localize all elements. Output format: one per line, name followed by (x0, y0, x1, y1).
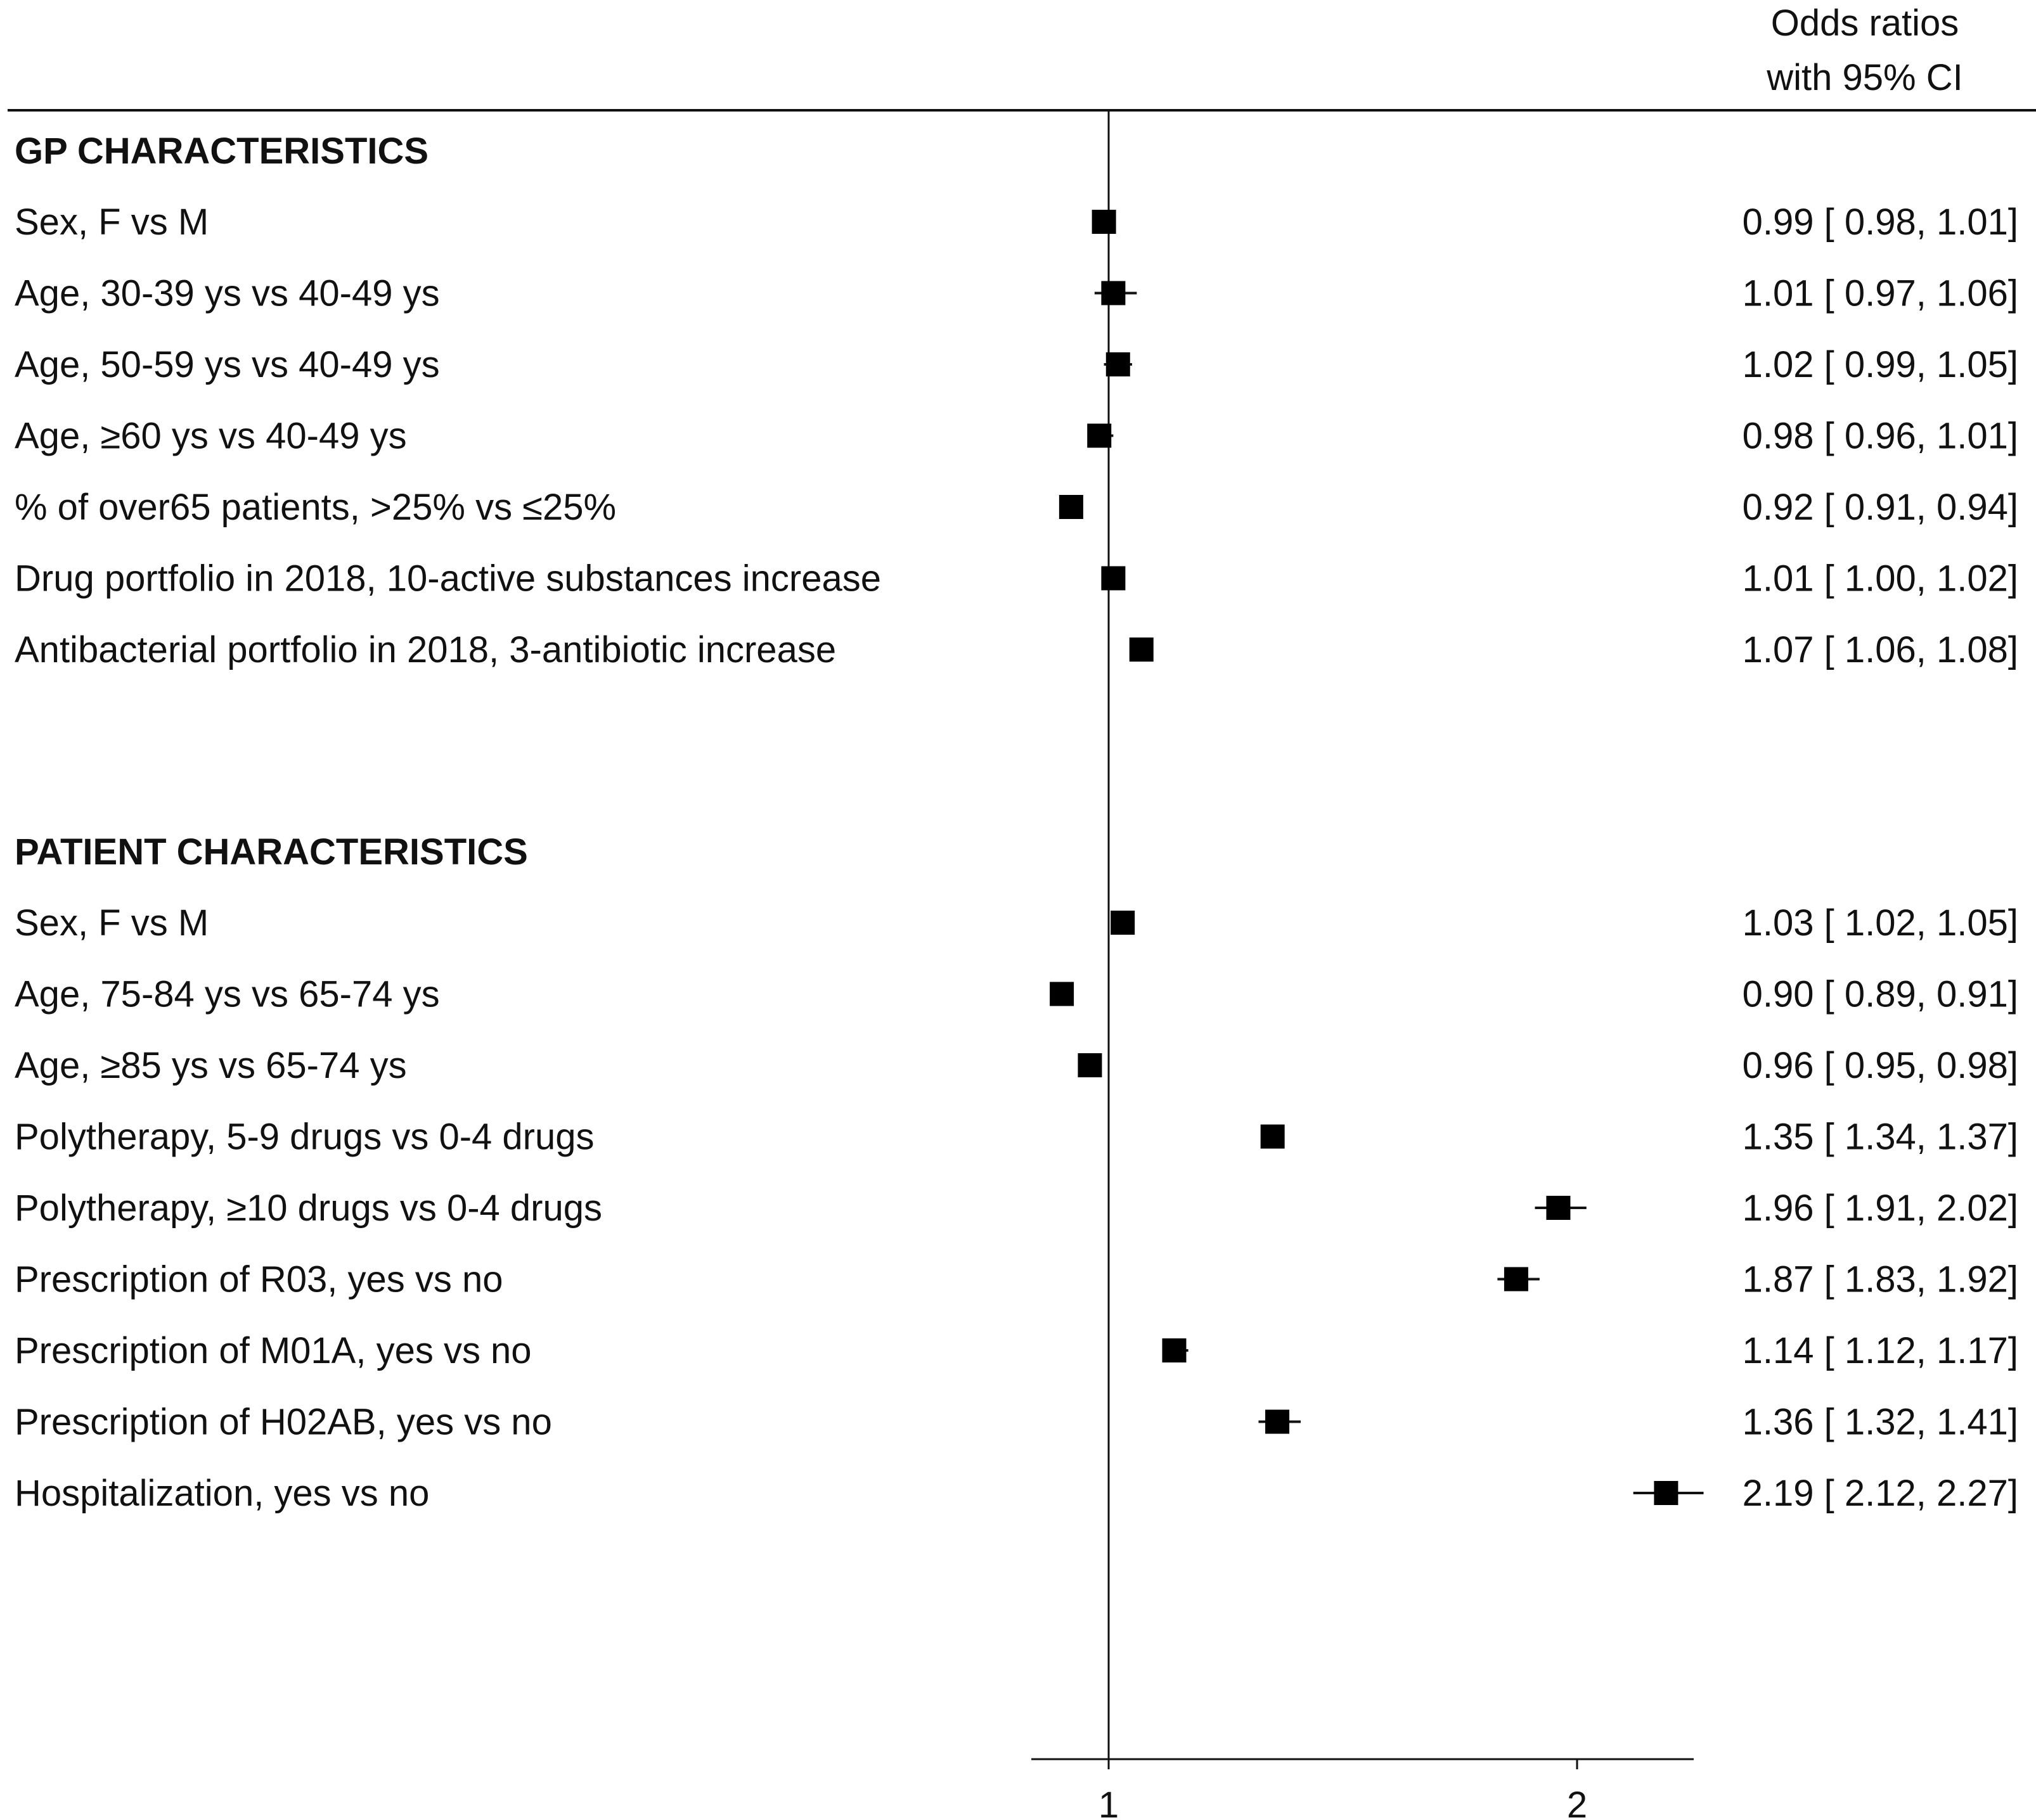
row-label: % of over65 patients, >25% vs ≤25% (15, 487, 616, 528)
odds-ratio-text: 0.98 [ 0.96, 1.01] (1743, 416, 2018, 457)
odds-ratio-marker (1050, 982, 1074, 1006)
odds-ratio-text: 1.96 [ 1.91, 2.02] (1743, 1188, 2018, 1229)
odds-ratio-marker (1101, 566, 1126, 591)
row-label: Hospitalization, yes vs no (15, 1473, 429, 1514)
row-label: Drug portfolio in 2018, 10-active substa… (15, 558, 881, 599)
odds-ratio-marker (1092, 210, 1116, 234)
odds-ratio-text: 0.96 [ 0.95, 0.98] (1743, 1045, 2018, 1086)
odds-ratio-marker (1111, 911, 1135, 935)
section-title: PATIENT CHARACTERISTICS (15, 831, 528, 873)
odds-ratio-text: 1.87 [ 1.83, 1.92] (1743, 1259, 2018, 1300)
forest-rows: GP CHARACTERISTICS Sex, F vs M 0.99 [ 0.98… (15, 131, 2018, 1514)
row-label: Polytherapy, ≥10 drugs vs 0-4 drugs (15, 1188, 602, 1229)
odds-ratio-text: 0.92 [ 0.91, 0.94] (1743, 487, 2018, 528)
row-label: Sex, F vs M (15, 202, 209, 243)
odds-ratio-marker (1504, 1267, 1528, 1291)
odds-ratio-text: 1.07 [ 1.06, 1.08] (1743, 629, 2018, 670)
odds-ratio-marker (1654, 1481, 1678, 1505)
x-tick-label: 2 (1567, 1785, 1587, 1820)
row-label: Polytherapy, 5-9 drugs vs 0-4 drugs (15, 1117, 595, 1158)
odds-ratio-marker (1078, 1053, 1102, 1077)
odds-ratio-marker (1129, 638, 1154, 662)
x-tick-label: 1 (1099, 1785, 1119, 1820)
odds-ratio-marker (1260, 1124, 1285, 1149)
odds-ratio-text: 0.99 [ 0.98, 1.01] (1743, 202, 2018, 243)
odds-ratio-marker (1059, 495, 1083, 519)
odds-ratio-text: 1.02 [ 0.99, 1.05] (1743, 344, 2018, 385)
odds-ratio-text: 1.03 [ 1.02, 1.05] (1743, 902, 2018, 944)
odds-ratio-marker (1087, 423, 1112, 448)
row-label: Prescription of H02AB, yes vs no (15, 1402, 552, 1443)
row-label: Age, 30-39 ys vs 40-49 ys (15, 273, 440, 314)
odds-ratio-text: 1.36 [ 1.32, 1.41] (1743, 1402, 2018, 1443)
odds-ratio-text: 1.01 [ 0.97, 1.06] (1743, 273, 2018, 314)
odds-ratio-marker (1546, 1196, 1571, 1220)
row-label: Age, ≥60 ys vs 40-49 ys (15, 416, 407, 457)
odds-ratio-text: 1.01 [ 1.00, 1.02] (1743, 558, 2018, 599)
row-label: Sex, F vs M (15, 902, 209, 944)
section-title: GP CHARACTERISTICS (15, 131, 428, 172)
row-label: Antibacterial portfolio in 2018, 3-antib… (15, 629, 836, 670)
row-label: Age, 50-59 ys vs 40-49 ys (15, 344, 440, 385)
odds-ratio-text: 1.35 [ 1.34, 1.37] (1743, 1117, 2018, 1158)
odds-ratio-marker (1101, 281, 1126, 305)
row-label: Prescription of R03, yes vs no (15, 1259, 503, 1300)
row-label: Prescription of M01A, yes vs no (15, 1330, 532, 1371)
row-label: Age, 75-84 ys vs 65-74 ys (15, 974, 440, 1015)
odds-ratio-text: 0.90 [ 0.89, 0.91] (1743, 974, 2018, 1015)
odds-ratio-text: 2.19 [ 2.12, 2.27] (1743, 1473, 2018, 1514)
odds-ratio-marker (1105, 352, 1130, 376)
header-ci: with 95% CI (1766, 57, 1962, 98)
odds-ratio-text: 1.14 [ 1.12, 1.17] (1743, 1330, 2018, 1371)
odds-ratio-marker (1265, 1409, 1290, 1434)
header-odds-ratios: Odds ratios (1771, 3, 1959, 44)
odds-ratio-marker (1162, 1338, 1187, 1362)
row-label: Age, ≥85 ys vs 65-74 ys (15, 1045, 407, 1086)
